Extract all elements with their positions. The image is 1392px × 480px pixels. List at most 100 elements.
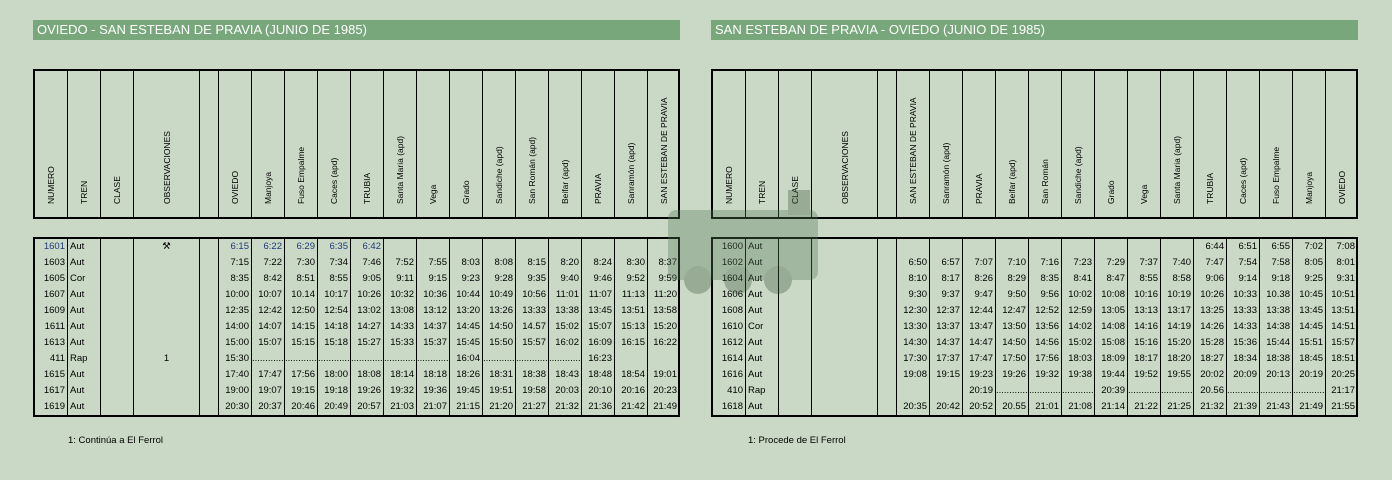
- column-header: TREN: [68, 71, 101, 217]
- class-cell: [101, 303, 134, 319]
- left-header-row: NUMERO TREN CLASE OBSERVACIONES OVIEDO Manjoy…: [33, 69, 680, 219]
- time-cell: 9:14: [1227, 271, 1260, 287]
- time-cell: 7:30: [285, 255, 318, 271]
- time-cell: 7:29: [1095, 255, 1128, 271]
- time-cell: 21:55: [1331, 401, 1355, 412]
- time-cell: 14:50: [996, 335, 1029, 351]
- time-cell: 9:23: [450, 271, 483, 287]
- column-header: CLASE: [101, 71, 134, 217]
- time-cell: 14:45: [450, 319, 483, 335]
- time-cell: 19:15: [285, 383, 318, 399]
- column-header-label: OVIEDO: [1336, 170, 1347, 204]
- table-row: 410 Rap 20:19.............................…: [713, 383, 1356, 399]
- time-cell: 17:56: [285, 367, 318, 383]
- table-row: 1611 Aut 14:00 14:07 14:15 14:18 14:27 14:33 14:…: [35, 319, 678, 335]
- observations-cell: [134, 255, 200, 271]
- time-cell: 20:19: [1293, 367, 1326, 383]
- time-cell: 16:22: [653, 337, 677, 348]
- class-cell: [779, 367, 812, 383]
- time-cell: 10:45: [1293, 287, 1326, 303]
- time-cell: 13:58: [653, 305, 677, 316]
- time-cell: 15:07: [252, 335, 285, 351]
- time-cell: 20:57: [351, 399, 384, 415]
- time-cell: 18:43: [549, 367, 582, 383]
- time-cell: 19:32: [384, 383, 417, 399]
- time-cell: 21:49: [653, 401, 677, 412]
- train-number-cell: 1605: [35, 271, 68, 287]
- time-cell: 14:07: [252, 319, 285, 335]
- time-cell: 21:03: [384, 399, 417, 415]
- time-cell: 10:08: [1095, 287, 1128, 303]
- observations-cell: [134, 287, 200, 303]
- time-cell: 15:57: [1331, 337, 1355, 348]
- time-cell: 14:27: [351, 319, 384, 335]
- time-cell: 7:22: [252, 255, 285, 271]
- time-cell: 10:17: [318, 287, 351, 303]
- time-cell: 20:37: [252, 399, 285, 415]
- column-header: Manjoya: [252, 71, 285, 217]
- time-cell: 20:42: [930, 399, 963, 415]
- table-row: 1619 Aut 20:30 20:37 20:46 20:49 20:57 21:03 21:…: [35, 399, 678, 415]
- time-cell: [1062, 239, 1095, 255]
- observations-cell: [812, 319, 878, 335]
- time-cell: [897, 383, 930, 399]
- time-cell: .............: [384, 351, 417, 367]
- train-number-cell: 1612: [713, 335, 746, 351]
- time-cell: 9:50: [996, 287, 1029, 303]
- time-cell: [417, 239, 450, 255]
- table-row: 1603 Aut 7:15 7:22 7:30 7:34 7:46 7:52 7:55 8:03 8…: [35, 255, 678, 271]
- time-cell: 20:23: [653, 385, 677, 396]
- observations-cell: [812, 335, 878, 351]
- train-number-cell: 1606: [713, 287, 746, 303]
- column-header: NUMERO: [35, 71, 68, 217]
- time-cell: 19:15: [930, 367, 963, 383]
- left-timetable-body: 1601 Aut ⚒ 6:15 6:22 6:29 6:35 6:42 1603 Aut 7:15 7…: [33, 237, 680, 417]
- time-cell: 20:35: [897, 399, 930, 415]
- spacer-cell: [200, 271, 219, 287]
- time-cell: 18:38: [516, 367, 549, 383]
- time-cell: 20:19: [963, 383, 996, 399]
- time-cell: 14:33: [1227, 319, 1260, 335]
- time-cell: 9:56: [1029, 287, 1062, 303]
- time-cell: 9:40: [549, 271, 582, 287]
- table-row: 1602 Aut 6:50 6:57 7:07 7:10 7:16 7:23 7:29 7:37 7…: [713, 255, 1356, 271]
- time-cell: 10:44: [450, 287, 483, 303]
- table-row: 1608 Aut 12:30 12:37 12:44 12:47 12:52 12:59 13:…: [713, 303, 1356, 319]
- time-cell: 9:52: [615, 271, 648, 287]
- class-cell: [779, 383, 812, 399]
- time-cell: 7:15: [219, 255, 252, 271]
- column-header: TRUBIA: [1194, 71, 1227, 217]
- time-cell: 15:16: [1128, 335, 1161, 351]
- time-cell: 14:08: [1095, 319, 1128, 335]
- spacer-cell: [200, 351, 219, 367]
- column-header-label: San Román (apd): [527, 136, 537, 204]
- spacer-cell: [878, 271, 897, 287]
- time-cell: 17:50: [996, 351, 1029, 367]
- train-type-cell: Cor: [746, 319, 779, 335]
- column-header: [878, 71, 897, 217]
- time-cell: 20:02: [1194, 367, 1227, 383]
- time-cell: 20:09: [1227, 367, 1260, 383]
- time-cell: 21:01: [1029, 399, 1062, 415]
- time-cell: 7:08: [1336, 241, 1356, 252]
- time-cell: 15:33: [384, 335, 417, 351]
- column-header: Sanramón (apd): [930, 71, 963, 217]
- column-header-label: SAN ESTEBAN DE PRAVIA: [658, 97, 669, 204]
- time-cell: 21:17: [1331, 385, 1355, 396]
- right-table-title: SAN ESTEBAN DE PRAVIA - OVIEDO (JUNIO DE…: [711, 20, 1358, 40]
- time-cell: 21:07: [417, 399, 450, 415]
- table-row: 1612 Aut 14:30 14:37 14:47 14:50 14:56 15:02 15:…: [713, 335, 1356, 351]
- time-cell: 8:01: [1336, 257, 1356, 268]
- time-cell: 8:55: [1128, 271, 1161, 287]
- class-cell: [101, 239, 134, 255]
- time-cell: 8:41: [1062, 271, 1095, 287]
- train-type-cell: Rap: [746, 383, 779, 399]
- time-cell: 7:55: [417, 255, 450, 271]
- spacer-cell: [200, 287, 219, 303]
- time-cell: 10:00: [219, 287, 252, 303]
- observations-cell: [812, 351, 878, 367]
- time-cell: 18:09: [1095, 351, 1128, 367]
- time-cell: .............: [417, 351, 450, 367]
- column-header: CLASE: [779, 71, 812, 217]
- train-number-cell: 1601: [35, 239, 68, 255]
